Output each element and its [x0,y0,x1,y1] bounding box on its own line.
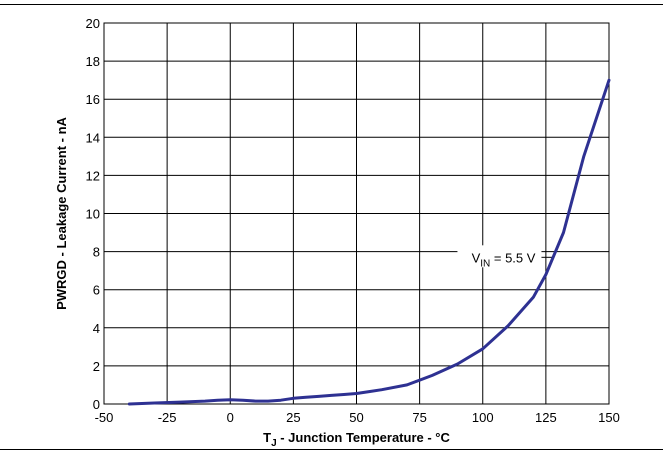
x-tick-label: 100 [472,410,494,425]
annotation: VIN = 5.5 V [457,245,554,269]
y-tick-label: 0 [93,397,100,412]
x-tick-label: -25 [158,410,177,425]
y-tick-label: 10 [86,207,100,222]
x-axis-title: TJ - Junction Temperature - °C [263,430,450,449]
y-tick-label: 20 [86,16,100,31]
bottom-rule [0,449,663,450]
x-tick-label: 0 [227,410,234,425]
y-tick-label: 16 [86,92,100,107]
y-tick-label: 6 [93,283,100,298]
x-tick-label: 75 [412,410,426,425]
y-axis-title: PWRGD - Leakage Current - nA [54,116,69,309]
x-tick-label: 125 [535,410,557,425]
y-tick-labels: 0 2 4 6 8 10 12 14 16 18 20 [86,16,100,412]
y-tick-label: 18 [86,54,100,69]
x-tick-label: -50 [95,410,114,425]
x-tick-label: 25 [286,410,300,425]
top-rule [0,4,663,5]
annotation-label: VIN = 5.5 V [472,250,536,269]
grid [103,22,610,405]
y-tick-label: 4 [93,321,100,336]
x-tick-label: 50 [349,410,363,425]
series-line [127,78,611,406]
y-tick-label: 14 [86,130,100,145]
plot-frame [103,22,610,405]
x-tick-label: 150 [598,410,620,425]
y-tick-label: 8 [93,245,100,260]
x-tick-labels: -50 -25 0 25 50 75 100 125 150 [95,410,620,425]
y-tick-label: 2 [93,359,100,374]
y-tick-label: 12 [86,168,100,183]
annotation-background [457,245,542,268]
